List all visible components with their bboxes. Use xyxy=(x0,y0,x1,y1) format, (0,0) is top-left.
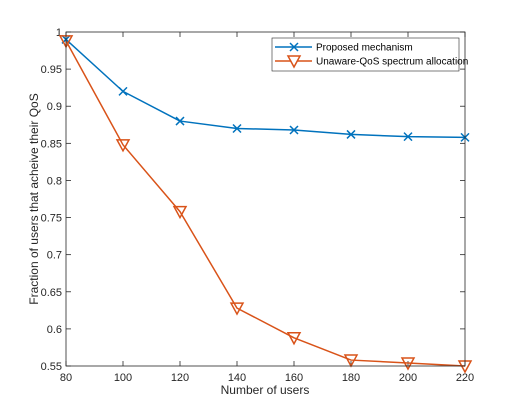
y-tick-label: 0.9 xyxy=(47,101,62,113)
data-point-x xyxy=(346,129,356,139)
data-point-triangle xyxy=(400,357,416,371)
data-point-triangle xyxy=(172,205,188,220)
x-axis-label: Number of users xyxy=(221,383,310,397)
data-point-x xyxy=(175,116,185,126)
data-point-triangle xyxy=(343,354,359,368)
x-tick-label: 160 xyxy=(285,372,303,384)
y-tick-label: 0.6 xyxy=(47,324,62,336)
series-layer xyxy=(58,34,473,374)
legend-marker-triangle-icon xyxy=(286,55,302,69)
x-tick-label: 80 xyxy=(60,372,72,384)
y-tick-label: 0.55 xyxy=(41,361,62,373)
legend-label-proposed: Proposed mechanism xyxy=(316,43,413,54)
y-tick-label: 0.65 xyxy=(41,287,62,299)
x-tick-label: 120 xyxy=(171,372,189,384)
series-line-1 xyxy=(65,40,466,367)
data-point-x xyxy=(232,123,242,134)
legend-label-unaware: Unaware-QoS spectrum allocation xyxy=(316,57,468,68)
ticks-layer: 80 100 120 140 160 180 200 220 0.55 0.6 0.65 0.7 0.7… xyxy=(41,27,475,384)
y-tick-label: 0.7 xyxy=(47,250,62,262)
y-tick-label: 0.8 xyxy=(47,175,62,187)
x-tick-label: 180 xyxy=(342,372,360,384)
data-point-triangle xyxy=(115,139,131,153)
y-axis-label: Fraction of users that acheive their QoS xyxy=(27,93,41,304)
y-tick-label: 1 xyxy=(56,27,62,39)
y-tick-label: 0.85 xyxy=(41,138,62,150)
series-line-0 xyxy=(65,38,466,139)
legend: Proposed mechanism Unaware-QoS spectrum … xyxy=(271,37,468,72)
x-tick-label: 220 xyxy=(456,372,474,384)
data-point-x xyxy=(403,132,413,142)
data-point-x xyxy=(289,125,299,135)
legend-marker-x-icon xyxy=(289,42,299,52)
x-tick-label: 200 xyxy=(399,372,417,384)
plot-frame xyxy=(65,31,466,367)
data-point-triangle xyxy=(286,332,302,346)
data-point-triangle xyxy=(229,302,245,316)
y-tick-label: 0.75 xyxy=(41,213,62,225)
plot-area xyxy=(66,32,465,366)
legend-box xyxy=(271,37,460,72)
x-tick-label: 100 xyxy=(114,372,132,384)
x-tick-label: 140 xyxy=(228,372,246,384)
y-tick-label: 0.95 xyxy=(41,64,62,76)
data-point-x xyxy=(118,86,128,96)
